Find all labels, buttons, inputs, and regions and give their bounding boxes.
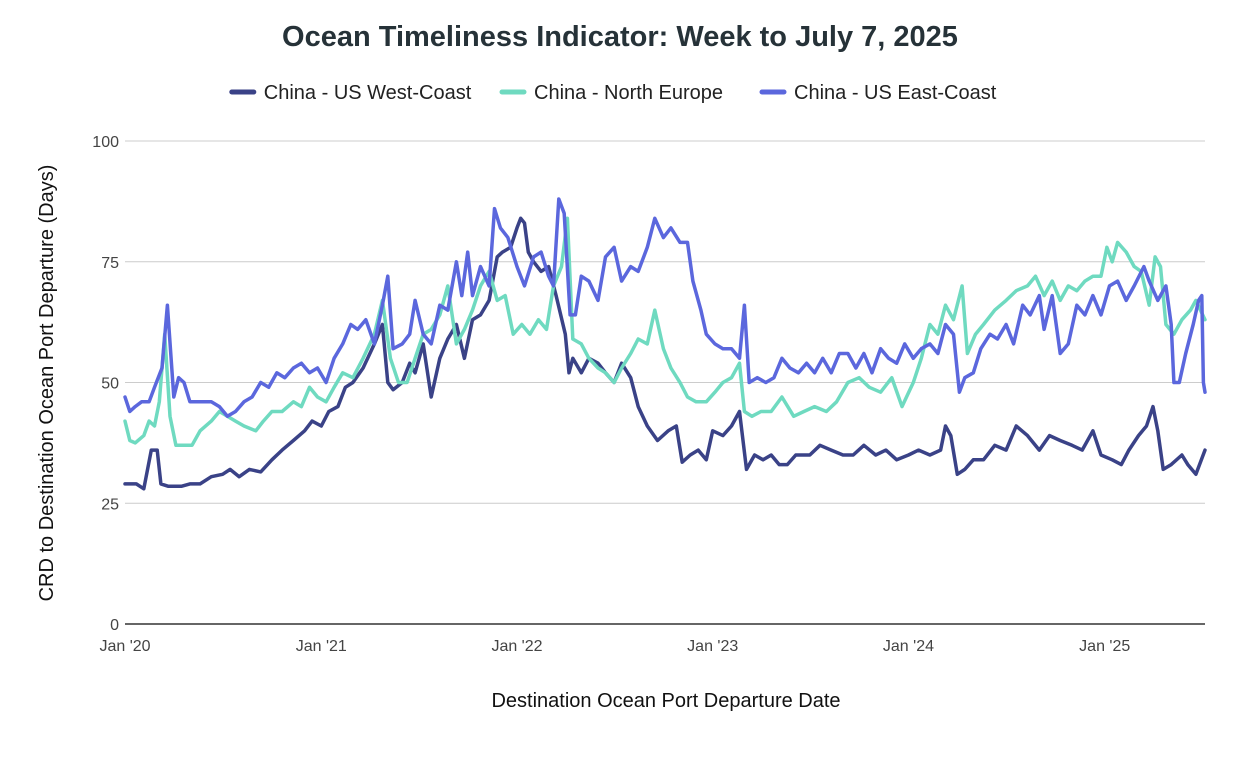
y-tick-label: 50 <box>101 376 119 393</box>
y-axis-title: CRD to Destination Ocean Port Departure … <box>36 165 58 602</box>
chart-title: Ocean Timeliness Indicator: Week to July… <box>282 21 958 53</box>
y-tick-label: 75 <box>101 255 119 272</box>
x-tick-label: Jan '23 <box>687 638 738 655</box>
legend-item: China - US West-Coast <box>229 82 472 104</box>
series-line-1 <box>123 216 1207 491</box>
x-axis-ticks: Jan '20 Jan '21 Jan '22 Jan '23 Jan '24 Jan '… <box>99 638 1130 655</box>
y-axis-ticks: 0 25 50 75 100 <box>92 134 119 634</box>
y-tick-label: 0 <box>110 617 119 634</box>
legend-label: China - US East-Coast <box>794 82 997 104</box>
x-tick-label: Jan '20 <box>99 638 150 655</box>
legend-label: China - US West-Coast <box>264 82 472 104</box>
x-axis-title: Destination Ocean Port Departure Date <box>491 690 840 712</box>
x-tick-label: Jan '22 <box>491 638 542 655</box>
x-tick-label: Jan '21 <box>296 638 347 655</box>
legend-item: China - North Europe <box>499 82 723 104</box>
grid-lines <box>125 140 1205 504</box>
legend: China - US West-Coast China - North Europ… <box>229 82 997 104</box>
legend-label: China - North Europe <box>534 82 723 104</box>
y-tick-label: 100 <box>92 134 119 151</box>
series-line-3 <box>123 197 1207 419</box>
x-tick-label: Jan '25 <box>1079 638 1130 655</box>
series-line-2 <box>123 216 1207 448</box>
series-lines <box>123 197 1207 491</box>
legend-item: China - US East-Coast <box>759 82 997 104</box>
x-tick-label: Jan '24 <box>883 638 934 655</box>
y-tick-label: 25 <box>101 496 119 513</box>
